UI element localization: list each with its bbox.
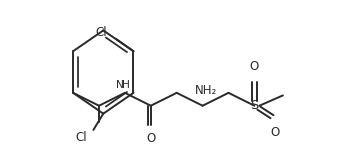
Text: NH₂: NH₂ <box>195 84 217 97</box>
Text: Cl: Cl <box>76 131 87 144</box>
Text: S: S <box>250 99 258 112</box>
Text: O: O <box>250 60 259 73</box>
Text: O: O <box>146 132 155 145</box>
Text: Cl: Cl <box>95 26 107 39</box>
Text: H: H <box>122 80 130 90</box>
Text: N: N <box>116 80 124 90</box>
Text: O: O <box>270 126 279 139</box>
